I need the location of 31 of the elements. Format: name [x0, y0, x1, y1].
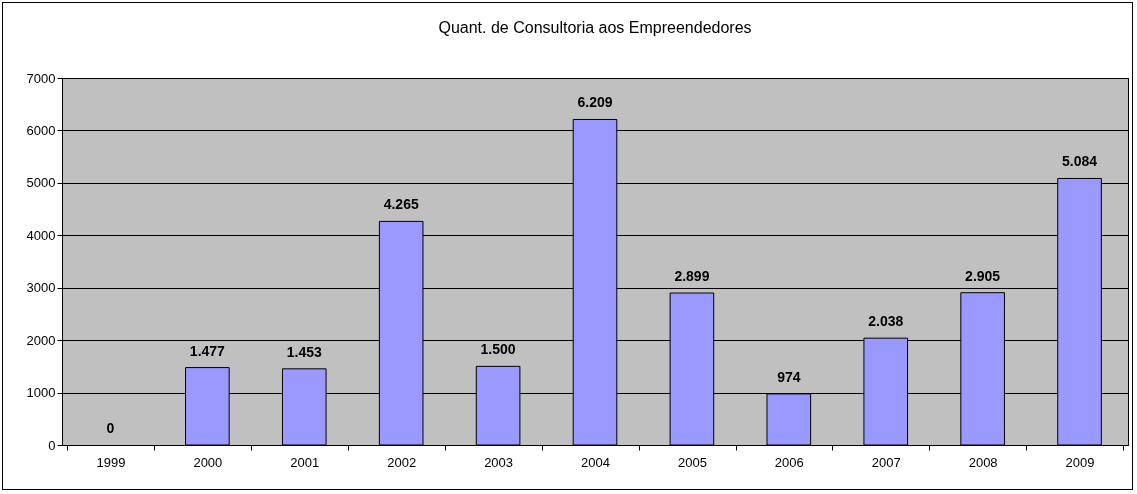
y-tick-label: 4000: [26, 227, 56, 243]
data-label: 1.453: [286, 343, 322, 360]
data-label: 6.209: [577, 94, 613, 111]
x-tick-label: 2005: [677, 454, 707, 470]
data-label: 1.477: [189, 342, 226, 359]
data-label: 2.905: [965, 267, 1001, 284]
y-tick-label: 0: [48, 437, 56, 453]
data-label: 1.500: [480, 341, 516, 358]
x-tick-label: 2009: [1065, 454, 1095, 470]
y-tick-label: 5000: [26, 175, 56, 191]
x-tick-label: 2001: [290, 454, 320, 470]
data-label: 974: [777, 368, 801, 385]
y-tick-label: 6000: [26, 122, 56, 138]
data-label: 5.084: [1062, 153, 1098, 170]
x-tick-label: 2007: [871, 454, 901, 470]
x-tick-label: 2008: [968, 454, 998, 470]
y-tick-label: 2000: [26, 332, 56, 348]
x-tick-label: 2004: [581, 454, 610, 470]
x-tick-label: 2006: [774, 454, 804, 470]
y-tick-label: 7000: [26, 70, 56, 86]
y-tick-label: 3000: [26, 280, 56, 296]
x-tick-label: 2002: [387, 454, 417, 470]
x-tick-label: 2003: [484, 454, 514, 470]
chart-title: Quant. de Consultoria aos Empreendedores: [438, 19, 752, 36]
data-label: 4.265: [383, 196, 419, 213]
y-tick-label: 1000: [26, 385, 56, 401]
x-tick-label: 2000: [193, 454, 223, 470]
x-tick-label: 1999: [96, 454, 126, 470]
data-label: 2.038: [868, 313, 904, 330]
data-label: 0: [106, 420, 115, 436]
data-label: 2.899: [674, 268, 710, 285]
